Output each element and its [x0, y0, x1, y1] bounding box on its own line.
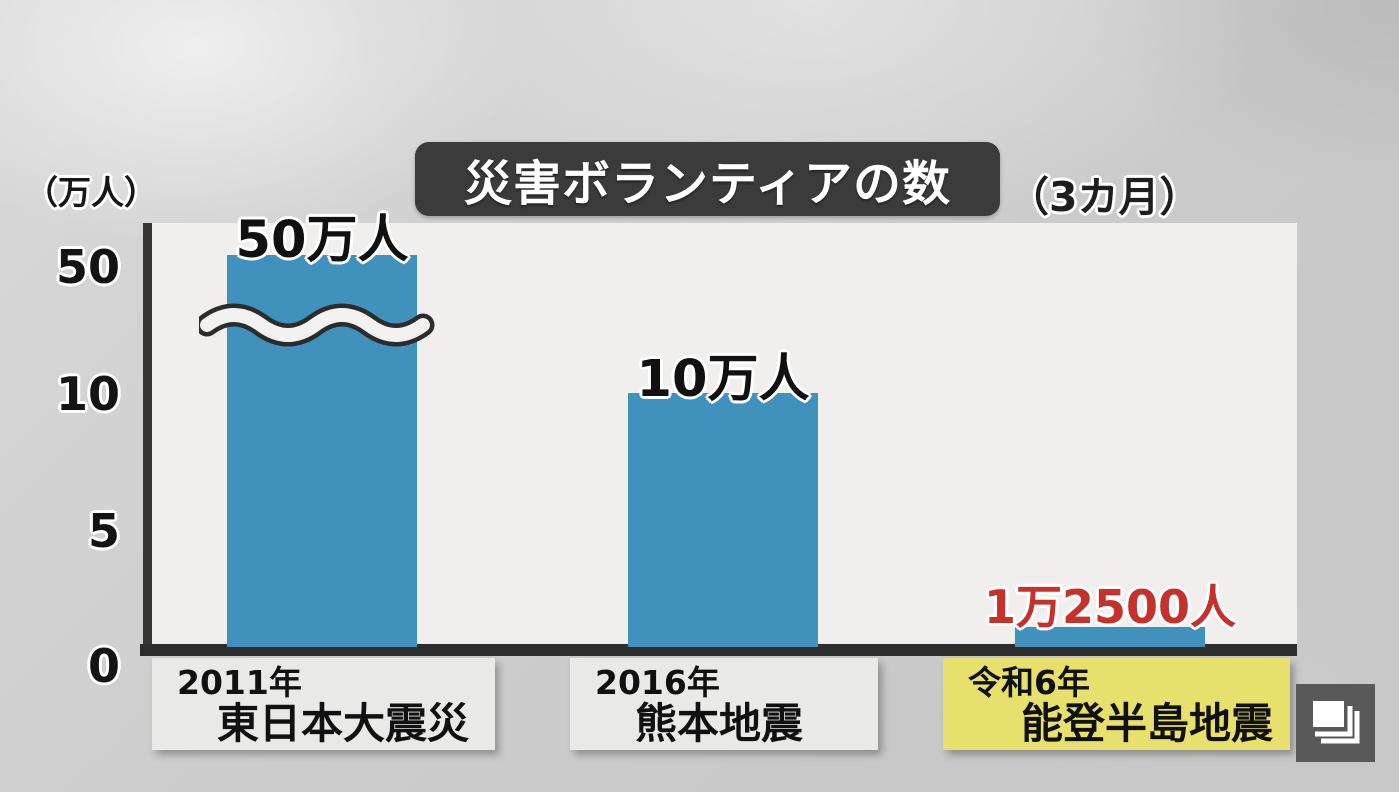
value-label-reiwa6: 1万2500人	[983, 580, 1237, 634]
category-year: 2016年	[595, 663, 720, 702]
category-name: 能登半島地震	[1021, 699, 1274, 748]
period-note: （3カ月）	[1008, 173, 1201, 221]
bar-2016-kumamoto	[628, 393, 818, 647]
axis-break-wave-icon	[199, 303, 435, 347]
category-year: 令和6年	[968, 663, 1090, 702]
category-name: 東日本大震災	[217, 699, 470, 748]
y-axis-unit-label: （万人）	[25, 173, 157, 212]
category-name: 熊本地震	[635, 699, 804, 748]
stacked-pages-icon[interactable]	[1296, 684, 1375, 762]
category-box-2011: 2011年 東日本大震災	[152, 658, 495, 750]
y-tick-0: 0	[87, 639, 120, 693]
x-axis-line	[140, 644, 1297, 656]
category-year: 2011年	[177, 663, 302, 702]
y-axis-line	[143, 223, 152, 656]
category-box-2016: 2016年 熊本地震	[570, 658, 878, 750]
bar-reiwa6-noto	[1015, 627, 1205, 647]
chart-title-box: 災害ボランティアの数	[415, 142, 1000, 216]
y-tick-10: 10	[55, 367, 120, 421]
y-tick-5: 5	[87, 504, 120, 558]
chart-title: 災害ボランティアの数	[463, 156, 952, 212]
value-label-2011: 50万人	[235, 211, 409, 270]
value-label-2016: 10万人	[636, 350, 810, 409]
y-tick-50: 50	[55, 240, 120, 294]
category-box-reiwa6-highlighted: 令和6年 能登半島地震	[943, 658, 1290, 750]
